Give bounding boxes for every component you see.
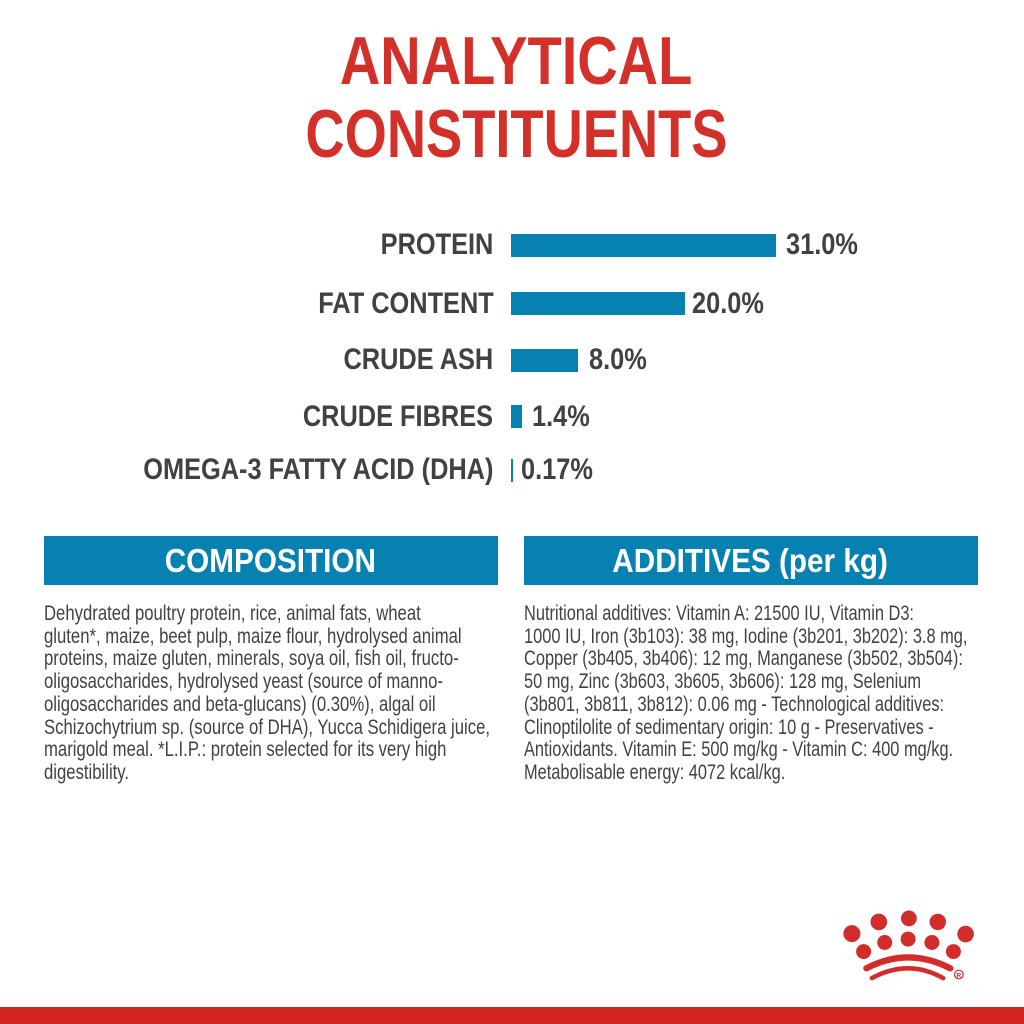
svg-text:R: R [957, 972, 962, 979]
